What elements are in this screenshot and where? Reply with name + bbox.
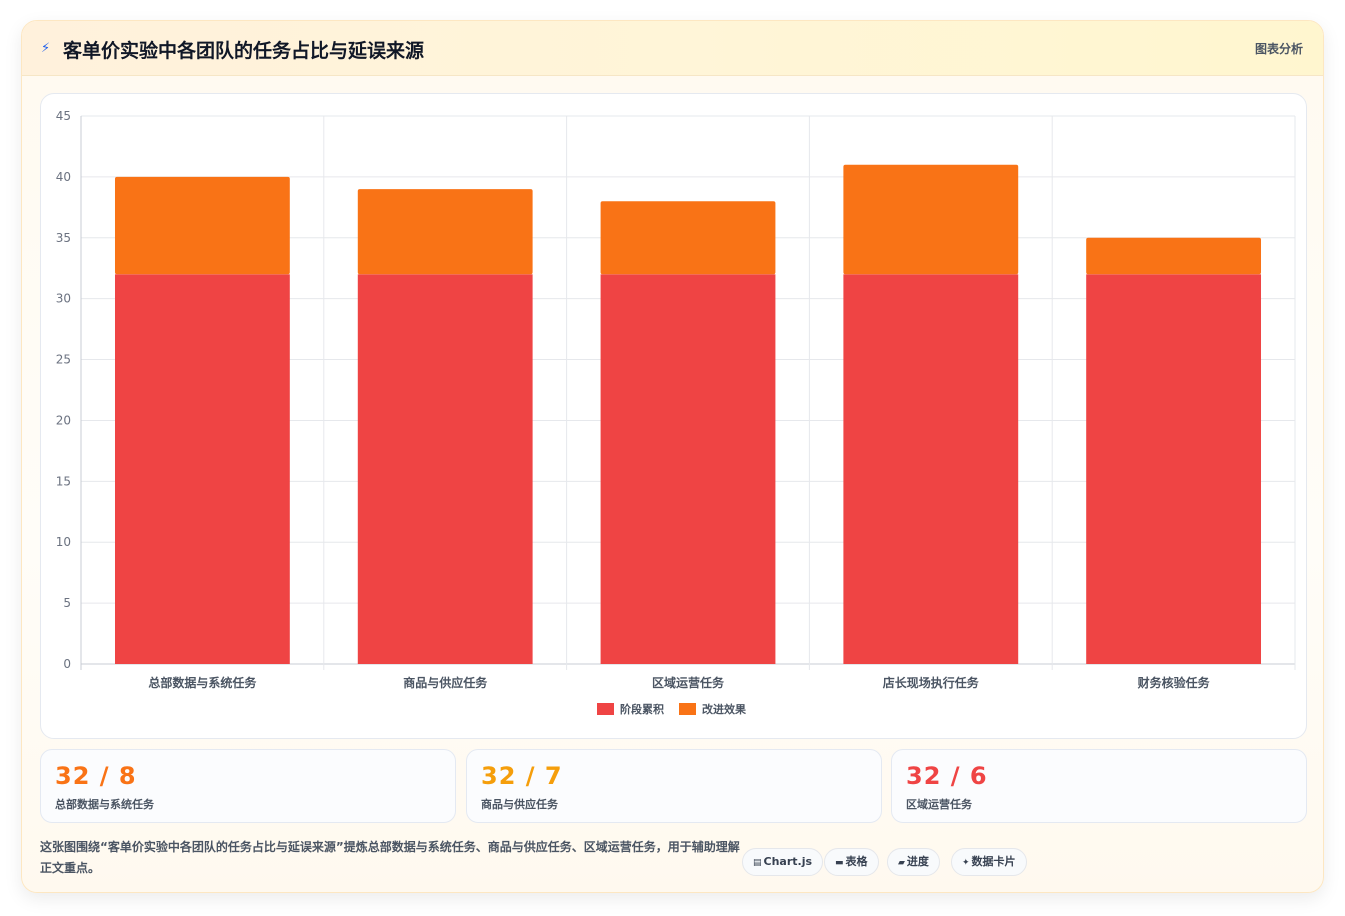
chart-analysis-link[interactable]: 图表分析	[1254, 42, 1303, 56]
sparkle-icon: ✦	[962, 858, 970, 868]
stat-card-1: 32 / 7 商品与供应任务	[466, 749, 882, 823]
bar-stage-cumulative	[843, 274, 1019, 664]
progress-icon: ▰	[898, 858, 905, 868]
table-icon: ▬	[835, 858, 844, 868]
bar-stage-cumulative	[600, 274, 776, 664]
stat-label: 商品与供应任务	[481, 798, 558, 811]
x-tick-label: 总部数据与系统任务	[148, 675, 257, 690]
y-tick-label: 40	[56, 170, 71, 184]
bar-improvement	[114, 176, 290, 275]
chart-card: ⚡ 客单价实验中各团队的任务占比与延误来源 图表分析 0 5 10 15 20 25 30 3…	[21, 20, 1324, 893]
stat-value: 32 / 6	[906, 762, 988, 790]
chip-progress[interactable]: ▰ 进度	[887, 848, 940, 876]
stat-label: 区域运营任务	[906, 798, 972, 811]
stat-value: 32 / 7	[481, 762, 563, 790]
chip-chartjs[interactable]: ▤ Chart.js	[742, 848, 824, 876]
bar-improvement	[1086, 237, 1262, 275]
stat-label: 总部数据与系统任务	[55, 798, 154, 811]
stat-card-0: 32 / 8 总部数据与系统任务	[40, 749, 456, 823]
y-tick-label: 5	[63, 596, 71, 610]
card-header: ⚡ 客单价实验中各团队的任务占比与延误来源 图表分析	[22, 21, 1323, 76]
chip-label: 进度	[906, 855, 929, 868]
legend-swatch	[679, 703, 696, 715]
y-tick-label: 45	[56, 109, 71, 123]
y-tick-label: 35	[56, 231, 71, 245]
bar-stage-cumulative	[114, 274, 290, 664]
lightning-icon: ⚡	[41, 41, 51, 56]
x-tick-label: 区域运营任务	[652, 675, 725, 690]
chip-label: 数据卡片	[971, 855, 1016, 868]
y-tick-label: 25	[56, 353, 71, 367]
bar-improvement	[600, 201, 776, 275]
chip-label: 表格	[845, 855, 868, 868]
y-tick-label: 20	[56, 413, 71, 427]
bar-stage-cumulative	[1086, 274, 1262, 664]
legend-label: 阶段累积	[620, 702, 664, 716]
y-tick-label: 10	[56, 535, 71, 549]
stat-value: 32 / 8	[55, 762, 137, 790]
stacked-bar-chart: 0 5 10 15 20 25 30 35 40 45 总部数据与系统任务 商品与供应任务 区域运营任务…	[56, 109, 1296, 716]
chip-data-cards[interactable]: ✦ 数据卡片	[951, 848, 1027, 876]
x-tick-label: 店长现场执行任务	[883, 675, 980, 690]
y-tick-label: 0	[63, 657, 71, 671]
bar-improvement	[357, 189, 533, 275]
chart-panel: 0 5 10 15 20 25 30 35 40 45 总部数据与系统任务 商品与供应任务 区域运营任务…	[40, 93, 1307, 739]
card-title: 客单价实验中各团队的任务占比与延误来源	[63, 40, 425, 62]
bar-improvement	[843, 164, 1019, 275]
y-tick-label: 15	[56, 474, 71, 488]
legend-label: 改进效果	[702, 702, 746, 716]
chip-table[interactable]: ▬ 表格	[824, 848, 879, 876]
legend-swatch	[597, 703, 614, 715]
chart-icon: ▤	[753, 858, 762, 868]
x-tick-label: 商品与供应任务	[403, 675, 488, 690]
y-tick-label: 30	[56, 292, 71, 306]
stat-card-2: 32 / 6 区域运营任务	[891, 749, 1307, 823]
chip-label: Chart.js	[763, 855, 813, 868]
bar-stage-cumulative	[357, 274, 533, 664]
chart-description: 这张图围绕“客单价实验中各团队的任务占比与延误来源”提炼总部数据与系统任务、商品…	[40, 840, 740, 875]
x-tick-label: 财务核验任务	[1137, 675, 1211, 690]
